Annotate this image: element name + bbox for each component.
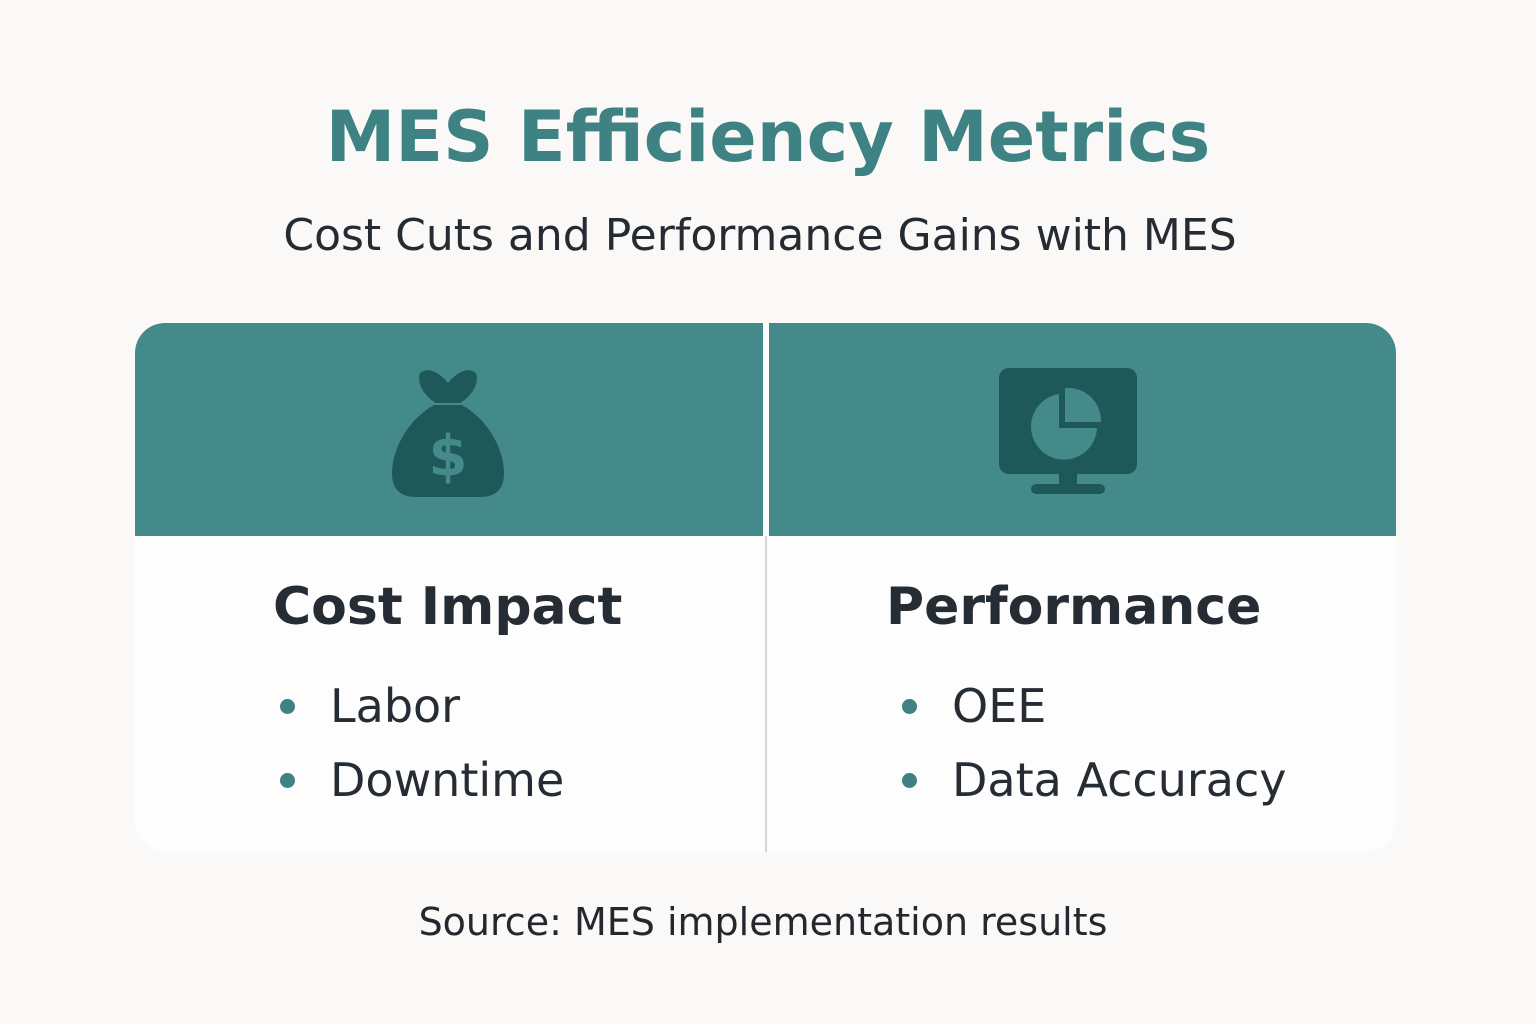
bullet-dot-icon xyxy=(902,773,917,788)
list-item-label: OEE xyxy=(952,679,1047,733)
svg-text:$: $ xyxy=(429,424,468,489)
cost-impact-list: Labor Downtime xyxy=(280,669,564,817)
performance-title: Performance xyxy=(886,577,1262,637)
bullet-dot-icon xyxy=(280,773,295,788)
source-caption: Source: MES implementation results xyxy=(418,900,1108,944)
cost-impact-header: $ xyxy=(135,323,763,536)
cost-impact-title: Cost Impact xyxy=(273,577,623,637)
list-item: OEE xyxy=(902,669,1286,743)
money-bag-dollar-icon: $ xyxy=(390,365,506,499)
bullet-dot-icon xyxy=(902,699,917,714)
bullet-dot-icon xyxy=(280,699,295,714)
monitor-pie-chart-icon xyxy=(997,366,1139,496)
list-item-label: Data Accuracy xyxy=(952,753,1287,807)
list-item: Downtime xyxy=(280,743,564,817)
list-item: Data Accuracy xyxy=(902,743,1286,817)
metrics-card: $ Cost Impact Labor xyxy=(135,323,1396,852)
page-subtitle: Cost Cuts and Performance Gains with MES xyxy=(283,210,1237,261)
performance-list: OEE Data Accuracy xyxy=(902,669,1286,817)
panel-divider xyxy=(765,536,767,852)
list-item-label: Downtime xyxy=(330,753,565,807)
list-item-label: Labor xyxy=(330,679,461,733)
list-item: Labor xyxy=(280,669,564,743)
page-title: MES Efficiency Metrics xyxy=(325,96,1211,178)
performance-header xyxy=(769,323,1396,536)
